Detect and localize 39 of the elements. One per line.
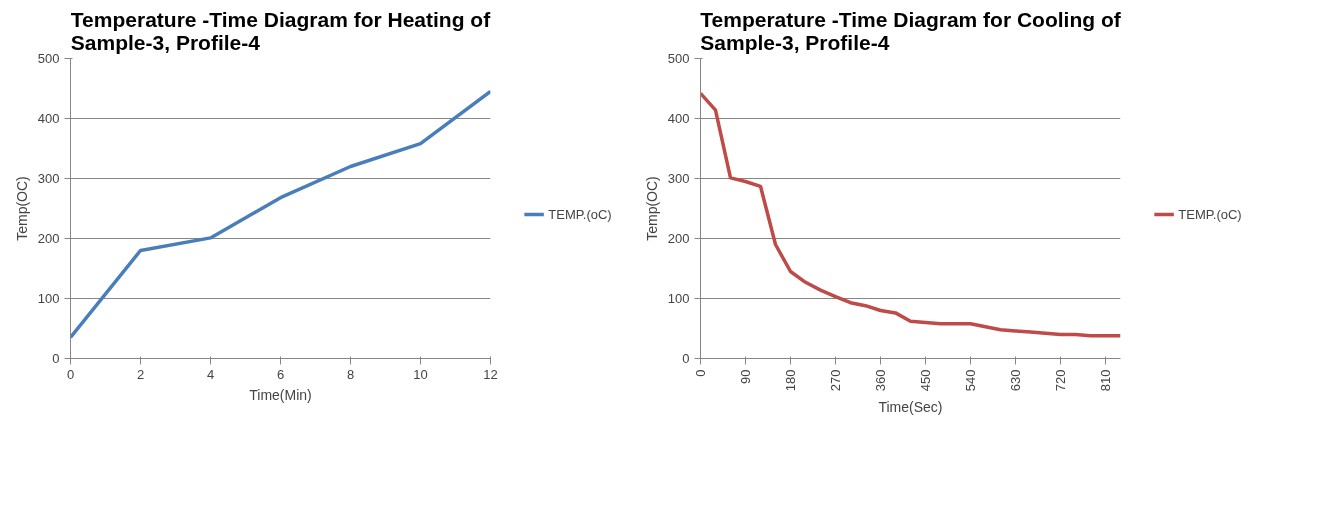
x-tick-label: 6 bbox=[276, 366, 285, 382]
y-tick-label: 0 bbox=[682, 351, 690, 366]
y-tick-label: 200 bbox=[667, 231, 690, 246]
x-tick-label: 8 bbox=[346, 366, 355, 382]
x-axis-title: Time(Min) bbox=[249, 386, 312, 403]
x-tick-label: 180 bbox=[783, 369, 798, 392]
line-series bbox=[70, 89, 491, 340]
legend-label: TEMP.(oC) bbox=[548, 206, 612, 222]
y-tick-label: 0 bbox=[52, 351, 60, 366]
y-tick-label: 500 bbox=[37, 51, 60, 66]
x-tick-label: 540 bbox=[963, 369, 978, 392]
x-tick-label: 4 bbox=[206, 366, 215, 382]
y-tick-label: 300 bbox=[37, 171, 60, 186]
x-tick-label: 2 bbox=[136, 366, 145, 382]
x-tick-label: 630 bbox=[1008, 369, 1023, 392]
y-tick-label: 200 bbox=[37, 231, 60, 246]
x-tick-label: 0 bbox=[693, 369, 708, 377]
x-tick-label: 0 bbox=[66, 366, 75, 382]
x-tick-label: 10 bbox=[413, 366, 428, 382]
x-tick-label: 450 bbox=[918, 369, 933, 392]
x-tick-label: 720 bbox=[1053, 369, 1068, 392]
x-axis-title: Time(Sec) bbox=[878, 399, 943, 416]
y-tick-label: 300 bbox=[667, 171, 690, 186]
y-tick-label: 500 bbox=[667, 51, 690, 66]
x-tick-label: 270 bbox=[828, 369, 843, 392]
x-tick-label: 810 bbox=[1098, 369, 1113, 392]
y-tick-label: 100 bbox=[37, 291, 60, 306]
line-series bbox=[700, 91, 1121, 338]
x-tick-label: 360 bbox=[873, 369, 888, 392]
y-axis-title: Temp(OC) bbox=[643, 176, 660, 241]
y-tick-label: 400 bbox=[667, 111, 690, 126]
chart-title: Temperature -Time Diagram for Heating of Sample-3, Profile-4 bbox=[70, 7, 492, 54]
y-tick-label: 400 bbox=[37, 111, 60, 126]
chart-title: Temperature -Time Diagram for Cooling of Sample-3, Profile-4 bbox=[700, 7, 1122, 54]
y-axis-title: Temp(OC) bbox=[13, 176, 30, 241]
legend-label: TEMP.(oC) bbox=[1178, 206, 1242, 222]
x-tick-label: 12 bbox=[483, 366, 498, 382]
x-tick-label: 90 bbox=[738, 369, 753, 384]
y-tick-label: 100 bbox=[667, 291, 690, 306]
